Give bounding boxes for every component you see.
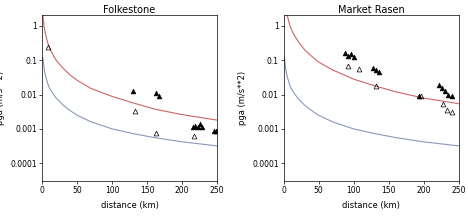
Y-axis label: pga (m/s**2): pga (m/s**2)	[0, 71, 5, 125]
X-axis label: distance (km): distance (km)	[342, 201, 400, 210]
Y-axis label: pga (m/s**2): pga (m/s**2)	[238, 71, 247, 125]
Title: Folkestone: Folkestone	[103, 5, 156, 15]
Title: Market Rasen: Market Rasen	[338, 5, 404, 15]
X-axis label: distance (km): distance (km)	[101, 201, 159, 210]
